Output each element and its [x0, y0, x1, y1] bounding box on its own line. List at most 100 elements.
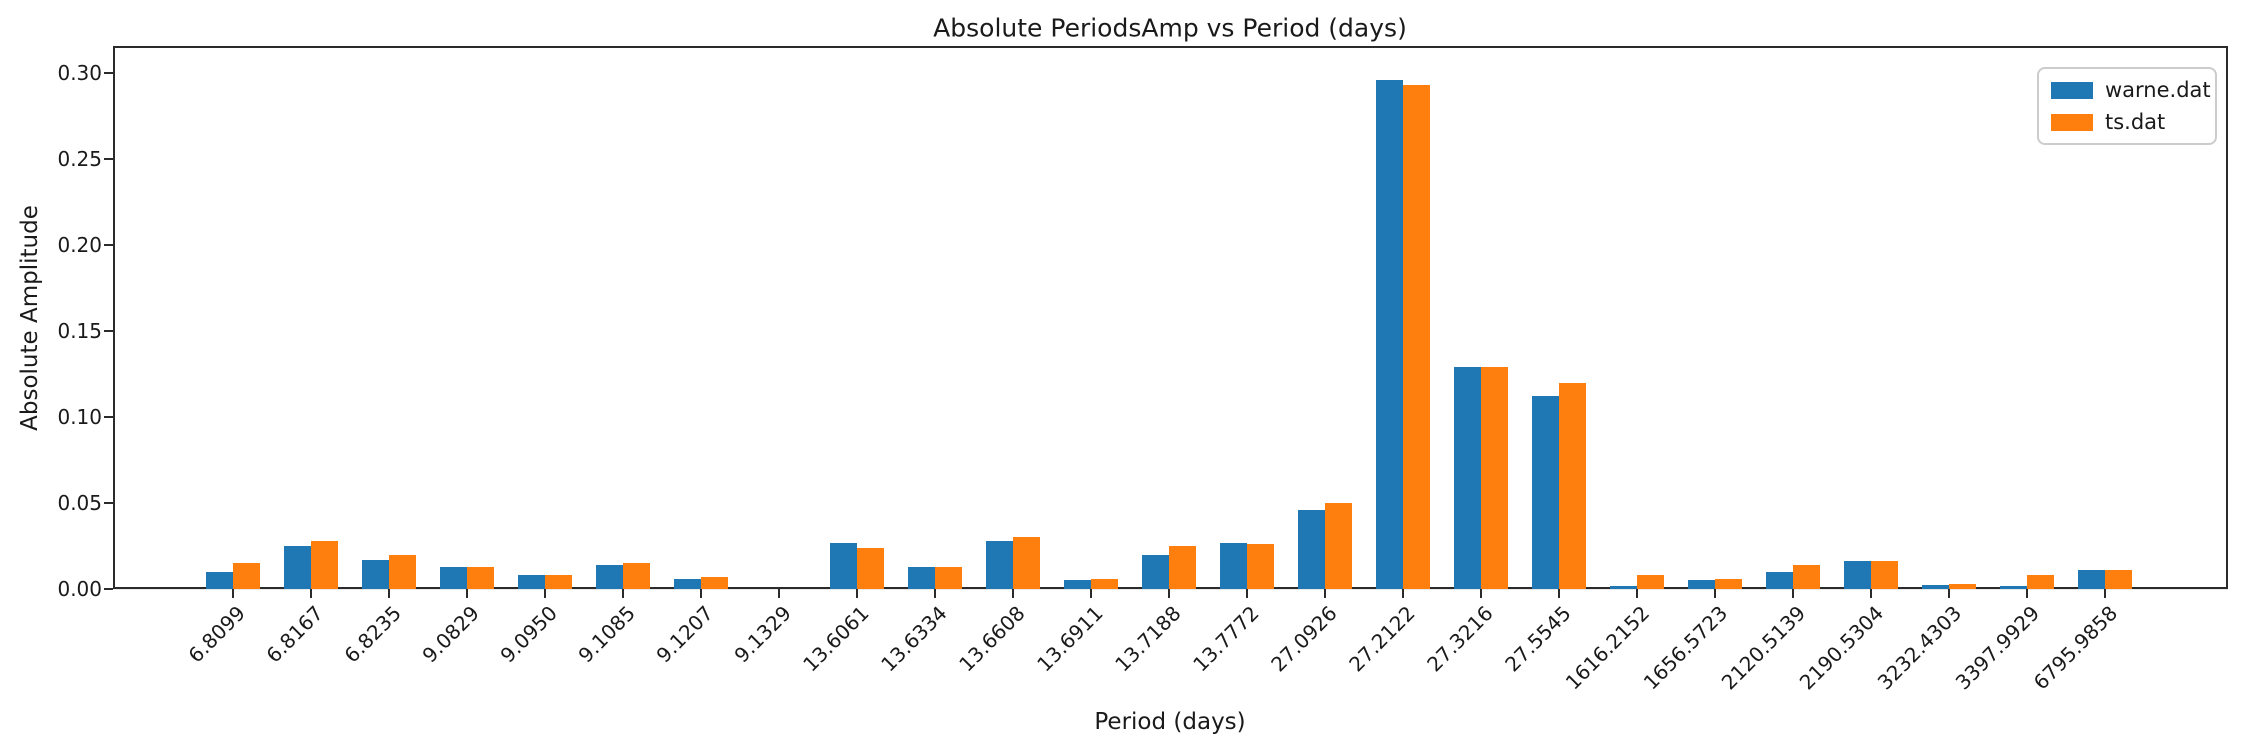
bar-ts-dat [935, 567, 962, 589]
y-tick-mark [104, 330, 113, 332]
x-tick-label-text: 1656.5723 [1638, 601, 1732, 695]
x-tick-mark [622, 589, 624, 598]
chart-title: Absolute PeriodsAmp vs Period (days) [933, 13, 1407, 43]
y-tick-label: 0.00 [57, 577, 102, 601]
y-tick-label: 0.30 [57, 61, 102, 85]
x-tick-label-text: 3397.9929 [1950, 601, 2044, 695]
x-tick-label-text: 13.6061 [798, 601, 874, 677]
plot-area [113, 46, 2228, 589]
bar-warne-dat [518, 575, 545, 589]
bar-ts-dat [1481, 367, 1508, 589]
bar-warne-dat [908, 567, 935, 589]
x-tick-label-text: 27.3216 [1422, 601, 1498, 677]
legend-label-ts: ts.dat [2105, 110, 2166, 134]
bar-ts-dat [1247, 544, 1274, 589]
y-tick-mark [104, 244, 113, 246]
bar-warne-dat [440, 567, 467, 589]
x-tick-label-text: 1616.2152 [1560, 601, 1654, 695]
legend: warne.dat ts.dat [2037, 67, 2217, 145]
x-tick-label-text: 13.7188 [1110, 601, 1186, 677]
bar-warne-dat [206, 572, 233, 589]
bar-warne-dat [284, 546, 311, 589]
y-tick-mark [104, 158, 113, 160]
x-tick-label-text: 13.6608 [954, 601, 1030, 677]
x-tick-mark [2026, 589, 2028, 598]
x-tick-mark [1636, 589, 1638, 598]
bar-ts-dat [1325, 503, 1352, 589]
x-tick-label-text: 9.1329 [729, 601, 796, 668]
x-tick-mark [1714, 589, 1716, 598]
legend-entry-ts: ts.dat [2051, 110, 2203, 134]
bar-warne-dat [596, 565, 623, 589]
bar-warne-dat [1064, 580, 1091, 589]
x-tick-label-text: 27.2122 [1344, 601, 1420, 677]
bar-warne-dat [1142, 555, 1169, 589]
y-tick-label: 0.20 [57, 233, 102, 257]
x-tick-label-text: 27.5545 [1500, 601, 1576, 677]
bar-ts-dat [1091, 579, 1118, 589]
bar-ts-dat [2105, 570, 2132, 589]
x-tick-mark [700, 589, 702, 598]
y-tick-label: 0.10 [57, 405, 102, 429]
y-tick-label: 0.25 [57, 147, 102, 171]
bar-ts-dat [1013, 537, 1040, 589]
grid-line [113, 588, 2228, 590]
x-tick-mark [388, 589, 390, 598]
bar-ts-dat [1793, 565, 1820, 589]
bar-ts-dat [701, 577, 728, 589]
bar-ts-dat [623, 563, 650, 589]
y-tick-label: 0.15 [57, 319, 102, 343]
bar-warne-dat [1220, 543, 1247, 589]
legend-label-warne: warne.dat [2105, 78, 2211, 102]
bar-warne-dat [1610, 586, 1637, 589]
x-axis-label: Period (days) [1094, 709, 1246, 735]
x-tick-label-text: 6.8167 [261, 601, 328, 668]
bar-warne-dat [1922, 585, 1949, 589]
x-tick-mark [232, 589, 234, 598]
x-tick-label-text: 2190.5304 [1794, 601, 1888, 695]
bar-ts-dat [1949, 584, 1976, 589]
bar-warne-dat [2000, 586, 2027, 589]
x-tick-mark [1012, 589, 1014, 598]
x-tick-label-text: 9.0950 [495, 601, 562, 668]
y-tick-mark [104, 502, 113, 504]
bar-warne-dat [830, 543, 857, 589]
bar-warne-dat [1844, 561, 1871, 589]
bar-ts-dat [233, 563, 260, 589]
x-tick-label-text: 3232.4303 [1872, 601, 1966, 695]
x-tick-mark [544, 589, 546, 598]
bar-warne-dat [1454, 367, 1481, 589]
y-tick-mark [104, 588, 113, 590]
bar-ts-dat [857, 548, 884, 589]
x-tick-label-text: 27.0926 [1266, 601, 1342, 677]
x-tick-mark [1792, 589, 1794, 598]
bar-ts-dat [389, 555, 416, 589]
x-tick-mark [1246, 589, 1248, 598]
bar-warne-dat [1766, 572, 1793, 589]
legend-entry-warne: warne.dat [2051, 78, 2211, 102]
bar-ts-dat [467, 567, 494, 589]
bar-ts-dat [311, 541, 338, 589]
bar-warne-dat [986, 541, 1013, 589]
x-tick-mark [1168, 589, 1170, 598]
x-tick-mark [1324, 589, 1326, 598]
bar-ts-dat [1403, 85, 1430, 589]
x-tick-mark [1402, 589, 1404, 598]
x-tick-label-text: 2120.5139 [1716, 601, 1810, 695]
x-tick-mark [1948, 589, 1950, 598]
bar-warne-dat [1376, 80, 1403, 589]
x-tick-mark [934, 589, 936, 598]
x-tick-label-text: 9.1085 [573, 601, 640, 668]
y-axis-label: Absolute Amplitude [17, 205, 43, 431]
x-tick-label-text: 6795.9858 [2028, 601, 2122, 695]
y-tick-mark [104, 72, 113, 74]
x-tick-label-text: 9.1207 [651, 601, 718, 668]
bar-ts-dat [1169, 546, 1196, 589]
x-tick-label-text: 13.6911 [1032, 601, 1108, 677]
bar-warne-dat [1298, 510, 1325, 589]
bar-ts-dat [1559, 383, 1586, 589]
bar-ts-dat [2027, 575, 2054, 589]
x-tick-mark [856, 589, 858, 598]
bar-warne-dat [1688, 580, 1715, 589]
